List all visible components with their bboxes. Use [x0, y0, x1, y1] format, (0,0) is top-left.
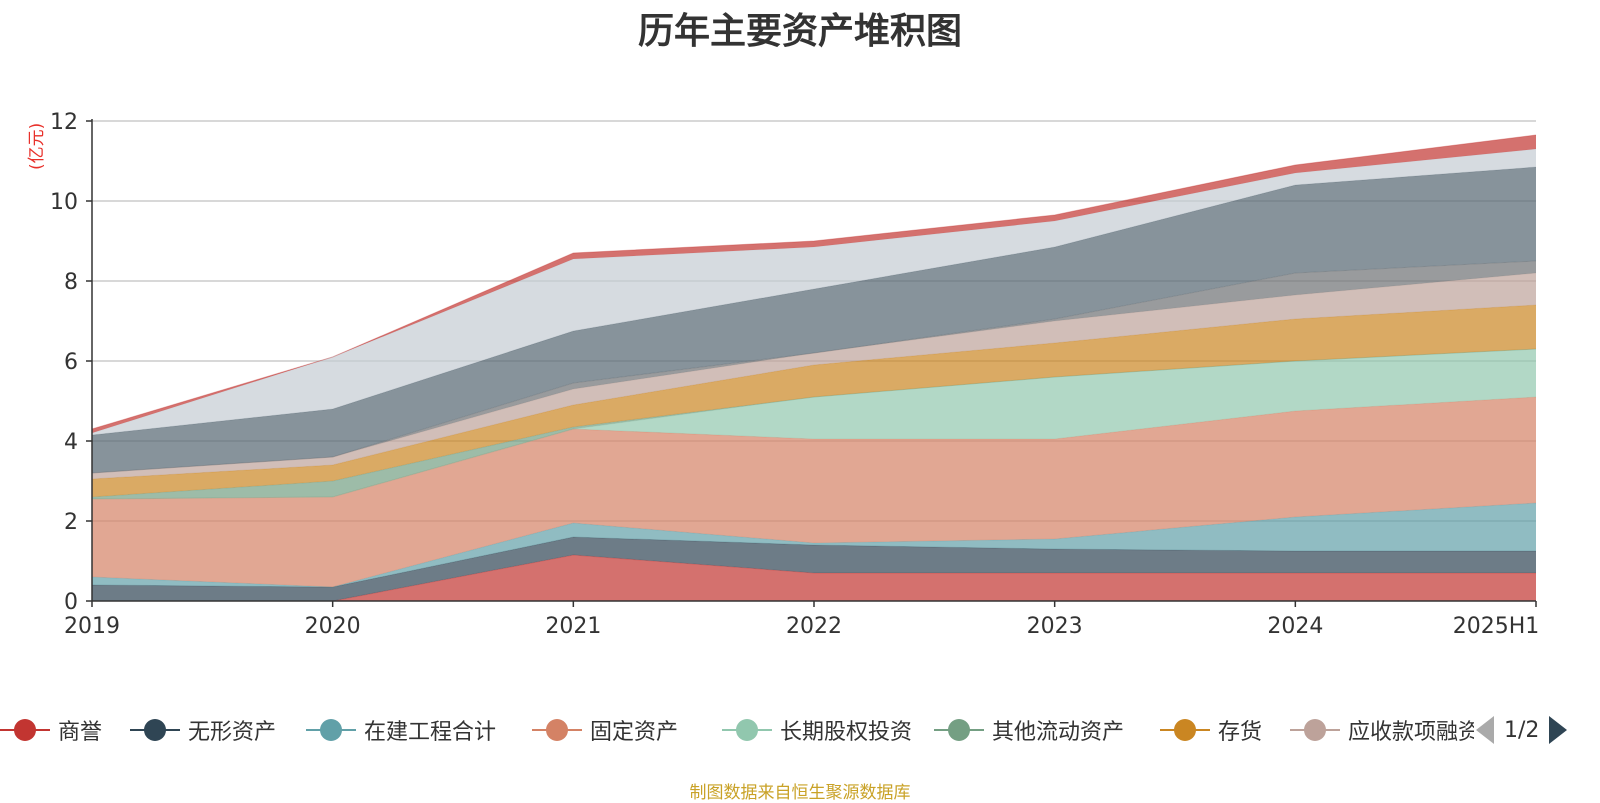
y-tick-label: 2: [64, 510, 78, 535]
area-5: [92, 349, 1536, 499]
legend-item[interactable]: 存货: [1160, 712, 1262, 748]
area-edge-12: [91, 134, 1537, 430]
data-source-note: 制图数据来自恒生聚源数据库: [689, 783, 911, 803]
tick-labels: 0 2 4 6 8 10 12 2019 2020 2021 2022 2023 2024 2025H1: [50, 110, 1539, 639]
legend-marker-icon: [306, 712, 356, 748]
x-tick-label: 2019: [64, 614, 120, 639]
area-7: [92, 305, 1536, 497]
legend-label: 无形资产: [188, 720, 277, 745]
y-tick-label: 12: [50, 110, 78, 135]
legend-item[interactable]: 商誉: [0, 712, 102, 748]
legend-marker-icon: [1160, 712, 1210, 748]
axes: [86, 119, 1537, 607]
y-tick-label: 10: [50, 190, 78, 215]
x-tick-label: 2025H1: [1453, 614, 1540, 639]
legend-marker-icon: [130, 712, 180, 748]
area-9: [92, 261, 1536, 473]
y-tick-label: 8: [64, 270, 78, 295]
x-tick-label: 2023: [1027, 614, 1083, 639]
legend-label: 在建工程合计: [364, 720, 497, 745]
legend: 商誉 无形资产 在建工程合计 固定资产 长期股权投资 其他流动资产 存货 应收款项融资: [0, 712, 1474, 748]
legend-marker-icon: [1290, 712, 1340, 748]
stacked-area-chart: 0 2 4 6 8 10 12 2019 2020 2021 2022 2023 2024 2025H1: [50, 110, 1539, 639]
legend-label: 其他流动资产: [992, 720, 1125, 745]
legend-next-arrow-icon[interactable]: [1549, 716, 1568, 744]
legend-page-indicator: 1/2: [1504, 717, 1540, 743]
legend-label: 存货: [1218, 720, 1263, 745]
y-tick-label: 4: [64, 430, 78, 455]
x-tick-label: 2024: [1267, 614, 1323, 639]
legend-item[interactable]: 无形资产: [130, 712, 276, 748]
area-2: [92, 537, 1536, 601]
legend-item[interactable]: 其他流动资产: [934, 712, 1124, 748]
legend-marker-icon: [0, 712, 50, 748]
legend-label: 固定资产: [590, 720, 679, 745]
legend-label: 长期股权投资: [780, 720, 913, 745]
area-series-group: [91, 134, 1537, 602]
area-10: [92, 167, 1536, 473]
area-6: [92, 349, 1536, 499]
x-tick-label: 2022: [786, 614, 842, 639]
area-3: [92, 503, 1536, 587]
area-11: [92, 149, 1536, 435]
legend-item[interactable]: 在建工程合计: [306, 712, 496, 748]
legend-prev-arrow-icon[interactable]: [1476, 716, 1494, 744]
area-1: [92, 555, 1536, 601]
legend-marker-icon: [722, 712, 772, 748]
x-tick-label: 2021: [545, 614, 601, 639]
legend-pager: 1/2: [1476, 712, 1568, 748]
legend-label: 应收款项融资: [1348, 720, 1474, 745]
x-tick-label: 2020: [305, 614, 361, 639]
legend-label: 商誉: [58, 720, 103, 745]
legend-item[interactable]: 长期股权投资: [722, 712, 912, 748]
chart-title: 历年主要资产堆积图: [637, 11, 962, 52]
area-4: [92, 397, 1536, 587]
legend-marker-icon: [532, 712, 582, 748]
y-tick-label: 0: [64, 590, 78, 615]
y-tick-label: 6: [64, 350, 78, 375]
legend-item[interactable]: 应收款项融资: [1290, 712, 1474, 748]
legend-item[interactable]: 固定资产: [532, 712, 678, 748]
legend-marker-icon: [934, 712, 984, 748]
area-8: [92, 273, 1536, 479]
